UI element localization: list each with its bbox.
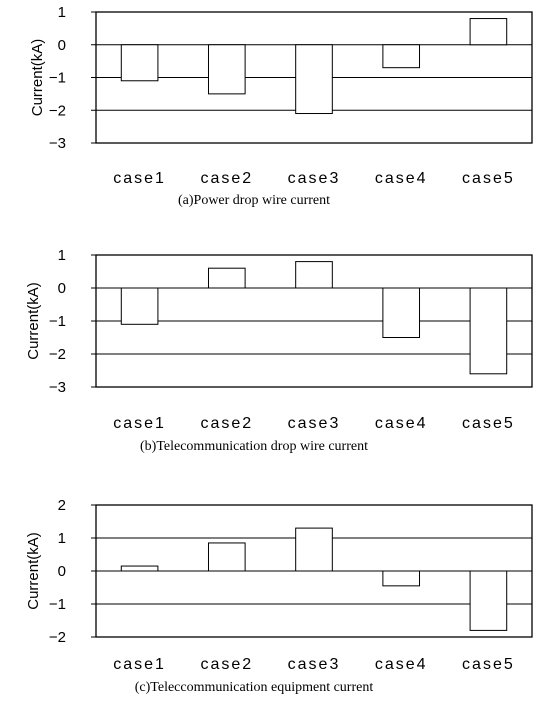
y-tick-label: −1 [49,70,66,87]
y-tick-label: −2 [49,346,66,363]
y-tick-label: 1 [58,530,66,547]
y-tick-label: −1 [49,596,66,613]
chart-caption: (c)Teleccommunication equipment current [135,680,374,695]
y-tick-label: 0 [58,280,66,297]
y-tick-label: 0 [58,37,66,54]
y-tick-label: 1 [58,247,66,264]
x-category-label: case4 [375,656,428,673]
x-category-label: case5 [462,656,515,673]
y-tick-label: −3 [49,135,66,152]
bar-case1 [120,44,159,82]
x-category-label: case4 [375,415,428,432]
bar-case1 [120,287,159,325]
bar-case1 [120,565,159,572]
y-axis-label: Current(kA) [25,532,42,610]
x-category-label: case2 [200,170,253,187]
chart-telecom-drop-wire: 1 0 −1 −2 −3 case1 case2 case3 case4 case5 Current… [25,247,533,454]
x-category-label: case1 [113,415,166,432]
x-category-label: case2 [200,415,253,432]
y-axis-label: Current(kA) [25,282,42,360]
x-category-label: case4 [375,170,428,187]
chart-power-drop-wire: 1 0 −1 −2 −3 case1 case2 case3 case4 case5 Current… [29,4,533,208]
bar-case5 [469,287,508,375]
y-tick-label: 2 [58,497,66,514]
y-tick-label: 1 [58,4,66,21]
bar-case4 [382,44,421,69]
x-category-label: case5 [462,415,515,432]
y-tick-label: −2 [49,629,66,646]
x-category-label: case1 [113,656,166,673]
bar-case3 [295,261,333,289]
y-tick-label: −1 [49,313,66,330]
y-axis-label: Current(kA) [29,39,46,117]
bar-case4 [382,570,421,587]
bar-case2 [207,542,246,572]
chart-caption: (a)Power drop wire current [178,193,330,208]
bar-case2 [207,44,246,95]
bar-case3 [295,44,333,115]
x-category-label: case5 [462,170,515,187]
bar-case5 [469,570,508,631]
x-category-label: case2 [200,656,253,673]
x-category-label: case3 [288,415,341,432]
bar-case2 [207,267,246,289]
y-tick-label: −3 [49,379,66,396]
bar-case3 [295,527,333,572]
y-tick-label: 0 [58,563,66,580]
chart-telecom-equipment: 2 1 0 −1 −2 case1 case2 case3 case4 case5 Current(… [25,497,533,695]
chart-caption: (b)Telecommunication drop wire current [140,439,368,454]
y-tick-label: −2 [49,102,66,119]
x-category-label: case1 [113,170,166,187]
bar-case4 [382,287,421,338]
x-category-label: case3 [288,170,341,187]
x-category-label: case3 [288,656,341,673]
bar-case5 [469,18,508,46]
